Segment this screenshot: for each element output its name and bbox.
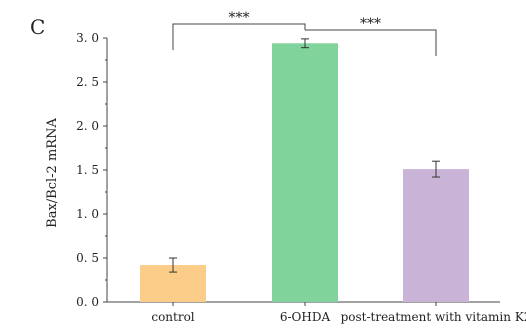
bar bbox=[272, 43, 338, 302]
y-tick-label: 1. 0 bbox=[76, 207, 99, 221]
significance-bracket bbox=[305, 29, 437, 56]
y-tick-label: 1. 5 bbox=[76, 163, 99, 177]
y-tick-label: 3. 0 bbox=[76, 31, 99, 45]
x-tick-label: post-treatment with vitamin K2 bbox=[341, 310, 526, 324]
plot-area: 0. 0 0. 5 1. 0 1. 5 2. 0 2. 5 3. 0 control 6-OHD… bbox=[76, 10, 526, 324]
y-tick-label: 0. 5 bbox=[76, 251, 99, 265]
y-tick-label: 0. 0 bbox=[76, 295, 99, 309]
x-tick-label: 6-OHDA bbox=[280, 310, 331, 324]
y-axis-label: Bax/Bcl-2 mRNA bbox=[45, 118, 60, 228]
bar bbox=[403, 169, 469, 302]
significance-bracket bbox=[172, 23, 306, 50]
significance-label: *** bbox=[360, 16, 381, 32]
y-tick-label: 2. 5 bbox=[76, 75, 99, 89]
panel-label: C bbox=[30, 15, 45, 39]
x-tick-label: control bbox=[151, 310, 194, 324]
significance-label: *** bbox=[229, 10, 250, 26]
y-tick-label: 2. 0 bbox=[76, 119, 99, 133]
